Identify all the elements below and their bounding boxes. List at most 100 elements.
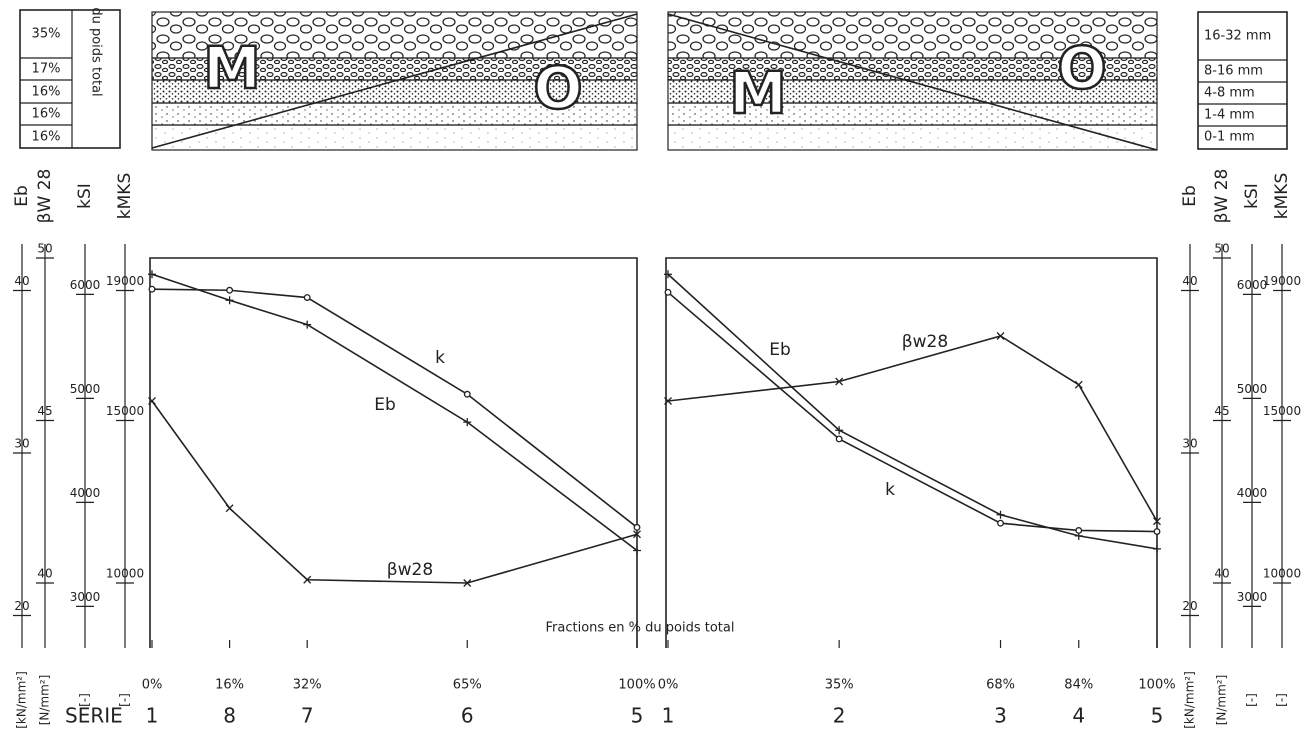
series-number: 8: [223, 704, 236, 728]
marker: [835, 377, 844, 386]
series-line: [151, 400, 638, 584]
plot-frame: [149, 257, 638, 648]
diagram-letter: O: [1057, 34, 1106, 102]
axis-tick-label: 40: [14, 274, 29, 288]
marker: [303, 294, 311, 301]
size-label: 16-32 mm: [1204, 29, 1271, 44]
plot-frame: [665, 257, 1158, 648]
marker: [1153, 528, 1161, 535]
x-tick-label: 35%: [825, 678, 854, 693]
axis-title: kMKS: [115, 173, 135, 219]
marker: [303, 575, 312, 584]
marker: [1153, 544, 1161, 553]
axis-tick-label: 3000: [70, 590, 101, 604]
size-label: 8-16 mm: [1204, 64, 1263, 79]
axis-tick-label: 30: [14, 437, 29, 451]
marker: [148, 270, 156, 279]
axis-title: Eb: [12, 185, 32, 207]
size-label: 4-8 mm: [1204, 86, 1255, 101]
axis-title: kSI: [1242, 183, 1262, 209]
size-table: 16-32 mm 8-16 mm 4-8 mm 1-4 mm 0-1 mm: [1197, 11, 1288, 150]
series-number: 6: [461, 704, 474, 728]
series-number: 4: [1072, 704, 1085, 728]
axis-title: kSI: [75, 183, 95, 209]
x-tick-label: 0%: [142, 678, 163, 693]
marker: [633, 530, 641, 539]
fraction-label: du poids total: [89, 7, 104, 96]
series-label: βw28: [387, 560, 433, 580]
aggregate-layer: [667, 11, 1158, 59]
x-tick-label: 84%: [1064, 678, 1093, 693]
axis-tick-label: 20: [14, 599, 29, 613]
series-number: 7: [301, 704, 314, 728]
series-label: Eb: [374, 395, 396, 415]
series-number: 2: [833, 704, 846, 728]
axis-tick-label: 6000: [1237, 278, 1268, 292]
x-tick-label: 100%: [1138, 678, 1175, 693]
aggregate-layer: [667, 124, 1158, 151]
marker: [303, 320, 312, 329]
fraction-table: 35% 17% 16% 16% 16% du poids total: [19, 7, 121, 149]
axis-unit: [-]: [1245, 693, 1259, 707]
axis-tick-label: 4000: [70, 486, 101, 500]
axis-unit: [N/mm²]: [1215, 675, 1229, 726]
marker: [633, 546, 641, 555]
x-tick-label: 100%: [618, 678, 655, 693]
series-label: k: [885, 480, 895, 500]
series-label: SERIE: [65, 704, 123, 728]
axis-tick-label: 10000: [1263, 567, 1301, 581]
marker: [835, 426, 844, 435]
axis-title: Eb: [1180, 185, 1200, 207]
axis-unit: [-]: [78, 693, 92, 707]
series-label: k: [435, 348, 445, 368]
axis-tick-label: 40: [37, 567, 52, 581]
marker: [463, 390, 471, 398]
axis-tick-label: 19000: [106, 274, 144, 288]
series-line: [667, 335, 1158, 522]
marker: [835, 435, 843, 443]
axis-tick-label: 19000: [1263, 274, 1301, 288]
diagram-letter: M: [203, 34, 261, 102]
size-label: 0-1 mm: [1204, 130, 1255, 145]
series-number: 5: [1151, 704, 1164, 728]
axis-tick-label: 50: [37, 242, 52, 256]
axis-title: βW 28: [35, 169, 55, 224]
fraction-percent: 16%: [32, 130, 61, 145]
aggregate-layer: [151, 124, 638, 151]
x-axis-label: Fractions en % du poids total: [546, 621, 735, 636]
axis-tick-label: 45: [37, 404, 52, 418]
axis-tick-label: 4000: [1237, 486, 1268, 500]
marker: [148, 397, 156, 405]
axis-unit: [N/mm²]: [38, 675, 52, 726]
diagram-letter: M: [729, 59, 787, 127]
fraction-percent: 17%: [32, 62, 61, 77]
axis-unit: [-]: [118, 693, 132, 707]
fraction-percent: 16%: [32, 107, 61, 122]
axis-tick-label: 50: [1214, 242, 1229, 256]
x-tick-label: 16%: [215, 678, 244, 693]
aggregate-layer: [151, 11, 638, 59]
axis-tick-label: 10000: [106, 567, 144, 581]
diagram-letter: O: [533, 54, 582, 122]
series-number: 5: [631, 704, 644, 728]
mix-line: [667, 13, 1158, 151]
marker: [997, 519, 1004, 527]
marker: [664, 397, 672, 405]
marker: [225, 296, 234, 305]
series-line: [667, 273, 1158, 550]
axis-tick-label: 15000: [106, 404, 144, 418]
marker: [226, 286, 234, 294]
axis-tick-label: 40: [1182, 274, 1197, 288]
axis-title: kMKS: [1272, 173, 1292, 219]
axis-tick-label: 30: [1182, 437, 1197, 451]
marker: [463, 418, 472, 427]
axis-unit: [-]: [1275, 693, 1289, 707]
axis-tick-label: 5000: [1237, 382, 1268, 396]
axis-unit: [kN/mm²]: [1183, 671, 1197, 729]
marker: [664, 270, 672, 279]
marker: [996, 510, 1005, 519]
marker: [1075, 527, 1083, 534]
mix-line: [151, 13, 638, 149]
